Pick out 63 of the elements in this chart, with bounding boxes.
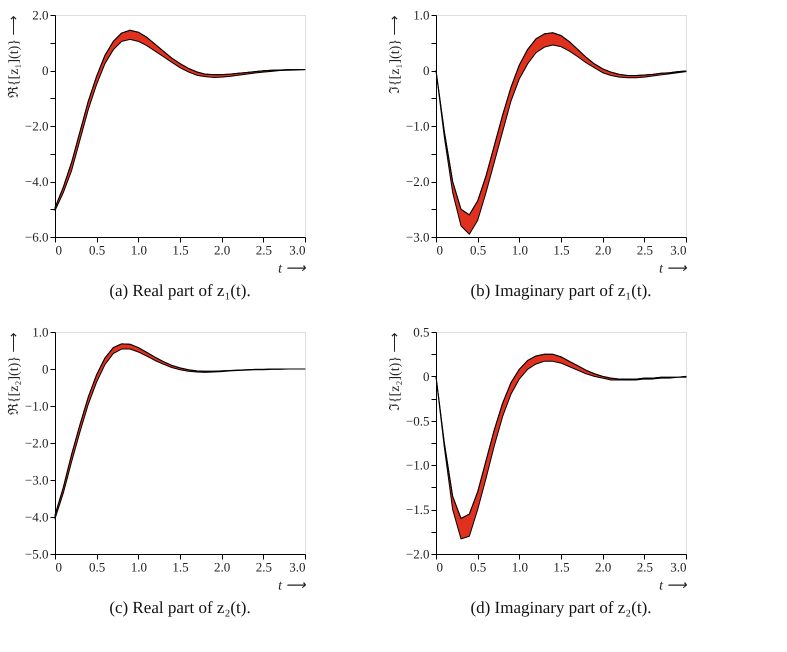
text: (d) Imaginary part of z₂(t). — [470, 598, 652, 617]
y-tick-label: 0 — [42, 362, 48, 376]
text: (b) Imaginary part of z₁(t). — [470, 281, 652, 300]
x-tick-label: 1.0 — [130, 560, 147, 574]
x-axis-title: t ⟶ — [278, 578, 306, 594]
y-axis-title: ℑ{[z₂](t)} ⟶ — [388, 332, 403, 412]
y-tick-label: −6.0 — [24, 230, 48, 244]
y-tick-label: 0 — [423, 368, 430, 384]
x-tick-label: 0 — [56, 560, 62, 574]
x-tick-label: 0.5 — [470, 242, 486, 258]
x-axis-title: t ⟶ — [659, 262, 688, 276]
text: (a) Real part of z₁(t). — [109, 281, 251, 300]
x-tick-label: 0.5 — [89, 242, 106, 258]
x-tick-label: 3.0 — [670, 560, 686, 574]
y-tick-label: −4.0 — [24, 510, 48, 524]
x-tick-label: 1.0 — [512, 560, 528, 574]
y-tick-label: −1.5 — [406, 502, 430, 518]
y-tick-label: −5.0 — [24, 546, 48, 562]
x-tick-label: 0 — [436, 242, 443, 258]
y-tick-label: 1.0 — [413, 8, 430, 22]
y-tick-label: −2.0 — [406, 174, 430, 189]
x-axis-title: t ⟶ — [659, 578, 688, 594]
y-tick-label: −2.0 — [24, 118, 48, 134]
y-tick-label: 2.0 — [32, 8, 48, 22]
x-tick-label: 2.5 — [636, 242, 653, 258]
text: (c) Real part of z₂(t). — [109, 598, 251, 617]
y-axis-title: ℜ{[z₂](t)} ⟶ — [6, 332, 22, 416]
x-tick-label: 2.5 — [636, 560, 653, 574]
x-tick-label: 2.0 — [214, 560, 230, 574]
x-tick-label: 1.5 — [172, 242, 189, 258]
y-tick-label: −4.0 — [24, 174, 48, 189]
y-tick-label: −2.0 — [406, 546, 430, 562]
y-tick-label: 0 — [42, 63, 48, 78]
x-tick-label: 2.0 — [214, 242, 230, 258]
x-tick-label: 2.0 — [595, 560, 612, 574]
x-tick-label: 1.5 — [553, 242, 570, 258]
y-tick-label: −1.0 — [406, 118, 430, 134]
x-tick-label: 1.5 — [553, 560, 570, 574]
x-tick-label: 0.5 — [470, 560, 486, 574]
x-tick-label: 0 — [436, 560, 443, 574]
x-axis-title: t ⟶ — [278, 262, 306, 276]
x-tick-label: 1.5 — [172, 560, 189, 574]
x-tick-label: 3.0 — [289, 560, 306, 574]
y-tick-label: −3.0 — [406, 230, 430, 244]
x-tick-label: 1.0 — [130, 242, 147, 258]
x-tick-label: 0.5 — [89, 560, 106, 574]
y-tick-label: 1.0 — [32, 324, 48, 340]
x-tick-label: 2.5 — [256, 560, 272, 574]
y-tick-label: −0.5 — [406, 413, 430, 428]
y-tick-label: −1.0 — [24, 398, 48, 414]
x-tick-label: 2.0 — [595, 242, 612, 258]
x-tick-label: 3.0 — [289, 242, 306, 258]
y-tick-label: 0.5 — [413, 324, 430, 340]
y-tick-label: −3.0 — [24, 472, 48, 488]
x-tick-label: 2.5 — [256, 242, 272, 258]
x-tick-label: 0 — [56, 242, 62, 258]
x-tick-label: 1.0 — [512, 242, 528, 258]
x-tick-label: 3.0 — [670, 242, 686, 258]
y-axis-title: ℜ{[z₁](t)} ⟶ — [6, 16, 22, 98]
y-tick-label: 0 — [423, 63, 430, 78]
y-tick-label: −1.0 — [406, 458, 430, 473]
y-axis-title: ℑ{[z₁](t)} ⟶ — [388, 16, 403, 94]
y-tick-label: −2.0 — [24, 436, 48, 450]
